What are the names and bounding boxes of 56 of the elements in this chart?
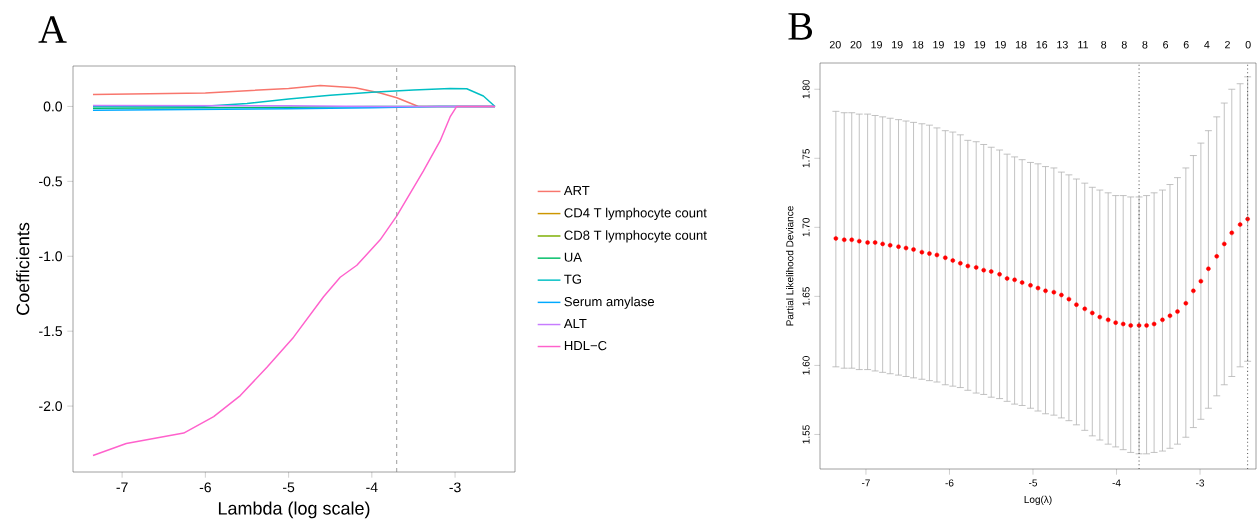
chart-title: A xyxy=(38,16,67,43)
text: 4 xyxy=(1204,41,1210,49)
text: 20 xyxy=(829,40,841,49)
text: 8 xyxy=(1142,40,1148,49)
x-tick-label: -5 xyxy=(283,482,295,493)
text: 11 xyxy=(1078,41,1089,49)
y-tick-label: 0.0 xyxy=(43,101,63,112)
legend-label: UA xyxy=(564,252,582,262)
y-tick-label: 1.65 xyxy=(802,287,810,306)
y-tick-label: 1.75 xyxy=(802,148,810,168)
legend-label: ART xyxy=(563,185,590,195)
text: 18 xyxy=(912,40,924,49)
text: 19 xyxy=(871,40,882,49)
x-tick-label: -3 xyxy=(1196,479,1205,487)
legend-label: HDL−C xyxy=(564,340,607,351)
legend-label: CD4 T lymphocyte count xyxy=(564,207,707,221)
legend-label: TG xyxy=(564,274,582,284)
text: 16 xyxy=(1036,40,1048,49)
x-axis-title: Log(λ) xyxy=(1024,495,1052,505)
y-tick-label: 1.60 xyxy=(802,356,810,375)
y-tick-label: -1.0 xyxy=(39,251,63,262)
y-axis-title: Partial Likelihood Deviance xyxy=(786,206,794,326)
text: 8 xyxy=(1121,40,1127,49)
x-axis-title: Lambda (log scale) xyxy=(218,501,370,519)
text: 19 xyxy=(933,40,944,49)
y-tick-label: -0.5 xyxy=(39,176,63,187)
chart-title: B xyxy=(788,13,813,40)
y-axis-title: Coefficients xyxy=(16,222,30,315)
x-tick-label: -7 xyxy=(116,482,128,493)
text: 19 xyxy=(892,40,903,49)
x-tick-label: -4 xyxy=(366,482,378,493)
legend-label: ALT xyxy=(563,319,587,329)
x-tick-label: -4 xyxy=(1112,479,1121,487)
text: 6 xyxy=(1163,40,1169,49)
text: 19 xyxy=(954,40,965,49)
y-tick-label: -2.0 xyxy=(39,401,63,412)
legend-label: Serum amylase xyxy=(564,296,655,309)
x-tick-label: -6 xyxy=(199,482,211,493)
x-tick-label: -3 xyxy=(449,482,461,493)
text: 18 xyxy=(1015,40,1027,49)
y-tick-label: 1.70 xyxy=(802,218,810,237)
text: 20 xyxy=(850,40,862,49)
y-tick-label: -1.5 xyxy=(39,326,63,337)
text: 19 xyxy=(995,40,1006,49)
y-tick-label: 1.80 xyxy=(802,79,810,99)
x-tick-label: -6 xyxy=(945,479,954,487)
text: 6 xyxy=(1183,40,1189,49)
legend-label: CD8 T lymphocyte count xyxy=(564,230,707,243)
x-tick-label: -7 xyxy=(861,479,870,487)
text: 13 xyxy=(1057,40,1068,49)
y-tick-label: 1.55 xyxy=(802,425,810,444)
text: 2 xyxy=(1225,40,1230,49)
text: 19 xyxy=(974,40,986,49)
text: 0 xyxy=(1245,40,1251,49)
text: 8 xyxy=(1101,40,1107,49)
x-tick-label: -5 xyxy=(1028,479,1038,487)
